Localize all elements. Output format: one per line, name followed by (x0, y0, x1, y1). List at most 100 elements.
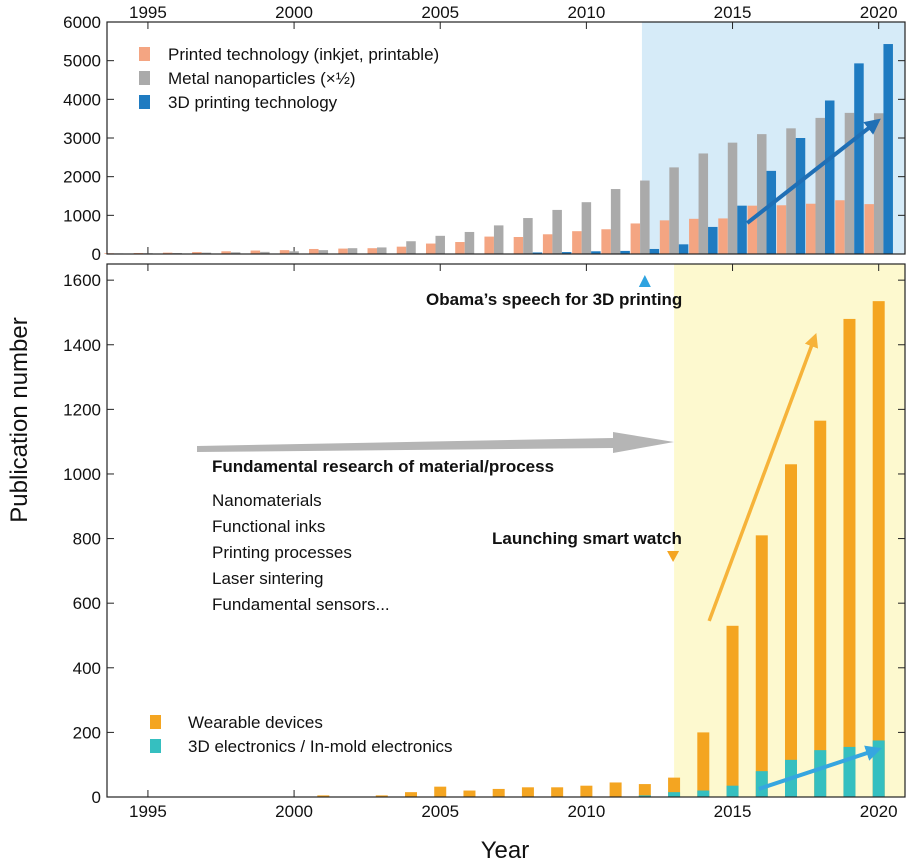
bar-wearable-2001 (317, 795, 330, 797)
bar-wearable-2015 (726, 625, 739, 797)
legend-label-electronics3d: 3D electronics / In-mold electronics (188, 737, 453, 756)
top-y-tick-label: 6000 (63, 13, 101, 32)
top-y-tick-label: 2000 (63, 168, 101, 187)
bar-wearable-2007 (492, 788, 505, 797)
bar-wearable-2008 (521, 787, 534, 797)
top-x-tick-label: 1995 (129, 3, 167, 22)
bottom-y-tick-label: 0 (92, 788, 101, 807)
bar-printed-2015 (718, 218, 728, 254)
fundamental-research-title: Fundamental research of material/process (212, 457, 554, 476)
bar-metal-2005 (435, 235, 445, 254)
bar-metal-2002 (347, 248, 358, 254)
bar-wearable-2004 (405, 792, 417, 797)
bar-metal-2003 (377, 247, 387, 254)
top-x-tick-label: 2020 (860, 3, 898, 22)
top-x-tick-label: 2000 (275, 3, 313, 22)
bar-metal-2018 (815, 117, 825, 254)
top-y-tick-label: 0 (92, 245, 101, 264)
fundamental-item: Functional inks (212, 517, 325, 536)
top-plot-frame (106, 21, 906, 255)
bar-printed-1997 (192, 252, 202, 254)
bar-electronics3d-2015 (726, 785, 739, 797)
bar-metal-2014 (698, 153, 709, 254)
bar-electronics3d-2016 (755, 771, 768, 797)
top-y-tick-label: 5000 (63, 52, 101, 71)
bar-metal-2012 (640, 180, 650, 254)
fundamental-item: Laser sintering (212, 569, 324, 588)
bar-printing3d-2010 (591, 251, 601, 254)
bar-printed-2008 (513, 236, 524, 254)
bar-printing3d-2017 (795, 138, 806, 254)
bar-electronics3d-2012 (638, 795, 651, 797)
legend-label-printing3d: 3D printing technology (168, 93, 338, 112)
bar-printed-2005 (425, 243, 436, 254)
bar-printing3d-2013 (678, 244, 689, 254)
legend-swatch-printed (139, 47, 150, 61)
bottom-x-tick-label: 1995 (129, 802, 167, 821)
bar-printed-2009 (542, 234, 553, 254)
fundamental-item: Printing processes (212, 543, 352, 562)
bar-printed-1996 (162, 252, 173, 254)
bar-metal-2016 (757, 134, 767, 254)
bar-wearable-2019 (843, 318, 856, 797)
bottom-y-tick-label: 800 (73, 530, 101, 549)
bottom-y-tick-label: 200 (73, 723, 101, 742)
bar-metal-2001 (318, 250, 329, 254)
bottom-x-tick-label: 2015 (714, 802, 752, 821)
bar-printed-2011 (601, 229, 611, 254)
bar-printed-2004 (396, 246, 407, 254)
bar-printing3d-2020 (883, 44, 893, 254)
bar-wearable-2020 (872, 301, 885, 797)
top-trend-arrow (745, 118, 881, 225)
bottom-trend-arrows (707, 333, 882, 791)
legend-swatch-metal (139, 71, 150, 85)
bar-printing3d-2018 (824, 100, 835, 254)
fundamental-item: Fundamental sensors... (212, 595, 390, 614)
bottom-x-tick-label: 2020 (860, 802, 898, 821)
bottom-y-tick-label: 1400 (63, 336, 101, 355)
bar-metal-2020 (873, 113, 884, 255)
bar-printed-2017 (776, 205, 787, 254)
top-axis-ticks: 0 1000 2000 3000 4000 5000 6000 1995 2000 2005 201… (63, 3, 905, 264)
bar-metal-2007 (493, 225, 504, 254)
bar-metal-2010 (581, 202, 592, 254)
bar-printed-2003 (367, 248, 378, 254)
top-legend: Printed technology (inkjet, printable) Me… (139, 45, 439, 112)
bar-printed-2002 (338, 248, 348, 254)
bar-wearable-2012 (638, 784, 651, 797)
bottom-y-tick-label: 400 (73, 659, 101, 678)
top-y-tick-label: 3000 (63, 129, 101, 148)
bottom-x-tick-label: 2010 (567, 802, 605, 821)
bar-metal-2004 (406, 241, 416, 254)
legend-swatch-wearable (150, 715, 161, 729)
bar-printing3d-2009 (561, 252, 572, 254)
bar-wearable-2005 (434, 786, 447, 797)
legend-label-metal: Metal nanoparticles (×½) (168, 69, 356, 88)
bar-printed-2001 (309, 248, 319, 254)
bar-printed-2010 (572, 231, 582, 254)
bar-printed-1998 (221, 251, 231, 254)
bar-wearable-2009 (551, 787, 564, 797)
bar-metal-1999 (260, 251, 270, 254)
bar-printed-2016 (747, 205, 758, 254)
bar-wearable-2017 (785, 464, 797, 797)
bar-metal-2006 (464, 231, 475, 254)
y-axis-label: Publication number (6, 317, 33, 522)
bar-metal-1998 (230, 252, 241, 254)
legend-swatch-printing3d (139, 95, 150, 109)
bar-wearable-2018 (814, 420, 827, 797)
bar-printing3d-2019 (854, 63, 864, 254)
bar-printing3d-2012 (649, 248, 660, 254)
bar-electronics3d-2014 (697, 790, 710, 797)
smartwatch-annotation: Launching smart watch (492, 529, 682, 548)
bottom-plot-frame (106, 263, 906, 798)
bar-printed-2020 (864, 204, 874, 254)
bar-metal-2019 (844, 112, 855, 254)
bar-printed-1999 (250, 250, 261, 254)
bottom-y-tick-label: 1600 (63, 271, 101, 290)
bar-electronics3d-2019 (843, 746, 856, 797)
top-x-tick-label: 2015 (714, 3, 752, 22)
wearable-growth-arrow (707, 333, 819, 622)
bottom-y-tick-label: 1200 (63, 400, 101, 419)
